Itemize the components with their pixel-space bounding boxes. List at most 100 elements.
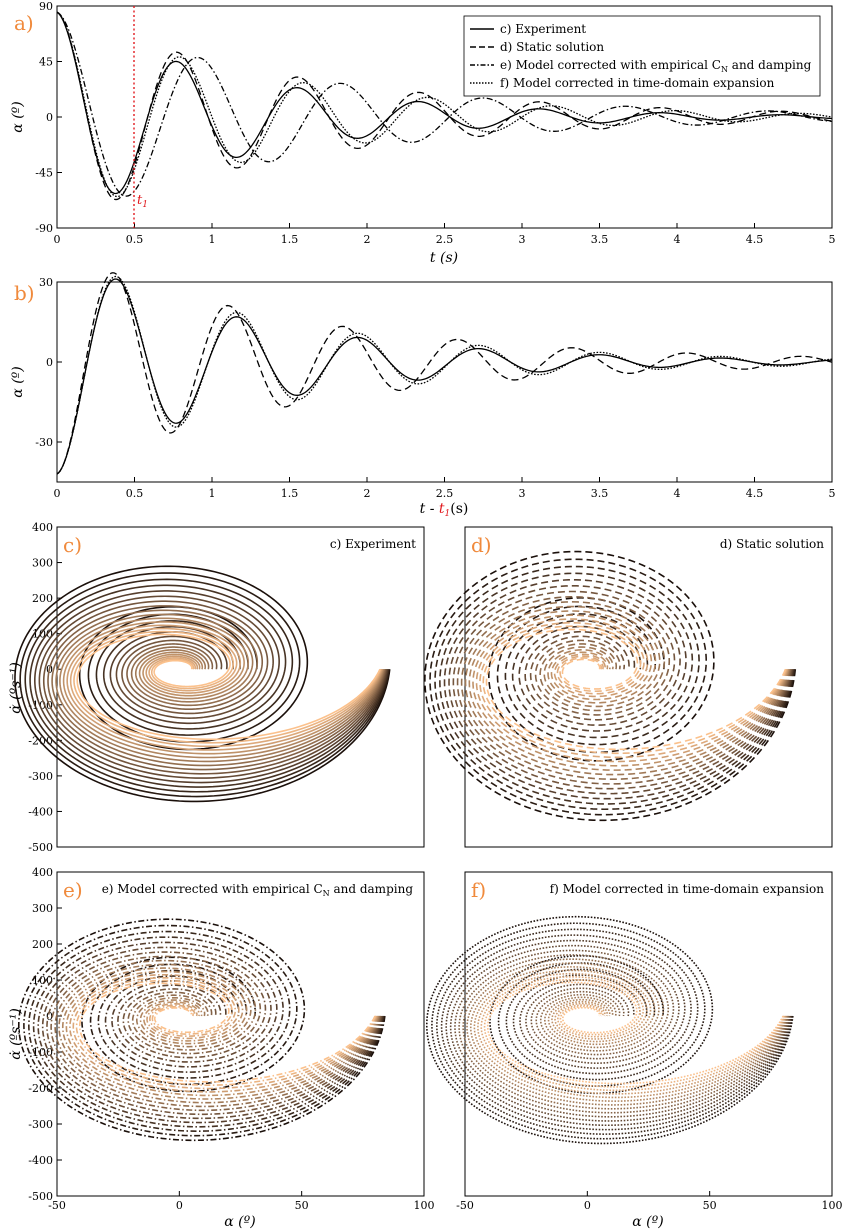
- y-tick-label: -400: [28, 805, 53, 818]
- x-tick-label: 2.5: [436, 233, 454, 246]
- x-tick-label: 50: [295, 1199, 309, 1212]
- phase-curve: [436, 928, 793, 1135]
- phase-curve: [47, 605, 386, 771]
- x-tick-label: 0: [584, 1199, 591, 1212]
- x-tick-label: 1.5: [281, 233, 299, 246]
- y-tick-label: -45: [35, 167, 53, 180]
- x-tick-label: 3.5: [591, 487, 609, 500]
- panel-b-letter: b): [14, 281, 35, 305]
- x-tick-label: 5: [829, 233, 836, 246]
- y-tick-label: 400: [32, 521, 53, 534]
- x-tick-label: 50: [703, 1199, 717, 1212]
- y-tick-label: 300: [32, 557, 53, 570]
- y-tick-label: 90: [39, 0, 53, 13]
- phase-curve: [475, 618, 789, 763]
- phase-curve: [440, 934, 792, 1131]
- panel-b-ticks: 0 0.5 1 1.5 2 2.5 3 3.5 4 4.5 5 -30 0 30: [35, 276, 835, 500]
- phase-curve: [434, 565, 795, 811]
- phase-curve: [42, 600, 387, 775]
- phase-curve: [425, 915, 794, 1145]
- panel-b-frame: [56, 281, 833, 483]
- y-tick-label: 0: [46, 111, 53, 124]
- panel-d-phase-portrait: d) d) Static solution: [424, 526, 833, 848]
- y-tick-label: 30: [39, 276, 53, 289]
- phase-curve: [29, 584, 389, 788]
- panel-f-curves: [425, 915, 794, 1145]
- panel-b-xlabel: t - t1(s): [420, 501, 469, 519]
- x-tick-label: 1.5: [281, 487, 299, 500]
- y-tick-label: 45: [39, 56, 53, 69]
- phase-curve: [72, 976, 378, 1090]
- legend-entry-empirical-sub: N: [721, 65, 728, 74]
- series-line-dashed: [56, 272, 833, 475]
- y-tick-label: -100: [28, 1046, 53, 1059]
- phase-curve: [24, 578, 390, 793]
- legend-entry-empirical-main: e) Model corrected with empirical C: [500, 58, 721, 72]
- legend-entry-static: d) Static solution: [500, 40, 604, 54]
- x-tick-label: 4.5: [746, 487, 764, 500]
- y-tick-label: 100: [32, 974, 53, 987]
- phase-curve: [472, 614, 789, 767]
- x-tick-label: 100: [822, 1199, 842, 1212]
- x-tick-label: 3: [519, 487, 526, 500]
- phase-curve: [483, 978, 785, 1088]
- x-tick-label: 2.5: [436, 487, 454, 500]
- phase-curve: [424, 550, 797, 822]
- legend-entry-experiment: c) Experiment: [500, 22, 586, 36]
- legend-entry-empirical-tail: and damping: [728, 58, 812, 72]
- y-tick-label: -90: [35, 222, 53, 235]
- phase-curve: [480, 975, 786, 1092]
- panel-e-title: e) Model corrected with empirical CN and…: [102, 882, 414, 898]
- panel-a-time-history: a) 0 0.5 1 1.5 2 2.5 3 3.5 4 4.5 5 -90 -45 0 45 90 t1 t…: [10, 0, 836, 266]
- panel-f-frame: [464, 871, 833, 1197]
- panel-c-letter: c): [63, 533, 82, 557]
- y-tick-label: -500: [28, 841, 53, 854]
- phase-curve: [54, 959, 381, 1108]
- y-tick-label: -400: [28, 1154, 53, 1167]
- x-tick-label: 5: [829, 487, 836, 500]
- panel-a-legend: c) Experiment d) Static solution e) Mode…: [463, 15, 821, 97]
- panel-e-title-main: e) Model corrected with empirical C: [102, 882, 323, 896]
- phase-curve: [62, 621, 384, 755]
- phase-curve: [473, 969, 787, 1099]
- x-tick-label: 100: [414, 1199, 435, 1212]
- panel-f-xlabel: α (º): [632, 1214, 663, 1230]
- y-tick-label: -300: [28, 770, 53, 783]
- x-tick-label: -50: [456, 1199, 474, 1212]
- phase-curve: [73, 630, 382, 744]
- y-tick-label: -30: [35, 436, 53, 449]
- phase-curve: [38, 595, 388, 779]
- phase-curve: [479, 621, 788, 759]
- phase-curve: [449, 944, 791, 1122]
- panel-e-curves: [17, 918, 386, 1142]
- x-tick-label: 0.5: [126, 233, 144, 246]
- phase-curve: [17, 918, 386, 1142]
- phase-curve: [69, 627, 382, 748]
- panel-e-phase-portrait: e) e) Model corrected with empirical CN …: [8, 866, 435, 1230]
- panel-d-title: d) Static solution: [720, 537, 824, 551]
- y-tick-label: 400: [32, 866, 53, 879]
- legend-entry-empirical: e) Model corrected with empirical CN and…: [500, 58, 812, 74]
- phase-curve: [439, 572, 795, 805]
- phase-curve: [469, 966, 788, 1102]
- t1-marker-label: t1: [137, 193, 148, 210]
- y-tick-label: 200: [32, 938, 53, 951]
- phase-curve: [462, 958, 789, 1110]
- x-tick-label: 4: [674, 487, 681, 500]
- x-tick-label: 4: [674, 233, 681, 246]
- x-tick-label: 2: [364, 233, 371, 246]
- y-tick-label: 100: [32, 628, 53, 641]
- x-tick-label: 0.5: [126, 487, 144, 500]
- x-tick-label: 0: [54, 487, 61, 500]
- panel-a-xlabel: t (s): [430, 250, 458, 266]
- panel-e-xlabel: α (º): [224, 1214, 255, 1230]
- x-tick-label: 0: [54, 233, 61, 246]
- x-tick-label: 2: [364, 487, 371, 500]
- panel-f-letter: f): [471, 878, 486, 902]
- phase-curve: [429, 558, 796, 816]
- phase-curve: [78, 982, 376, 1083]
- series-line-dotted: [56, 11, 833, 198]
- panel-e-title-tail: and damping: [330, 882, 414, 896]
